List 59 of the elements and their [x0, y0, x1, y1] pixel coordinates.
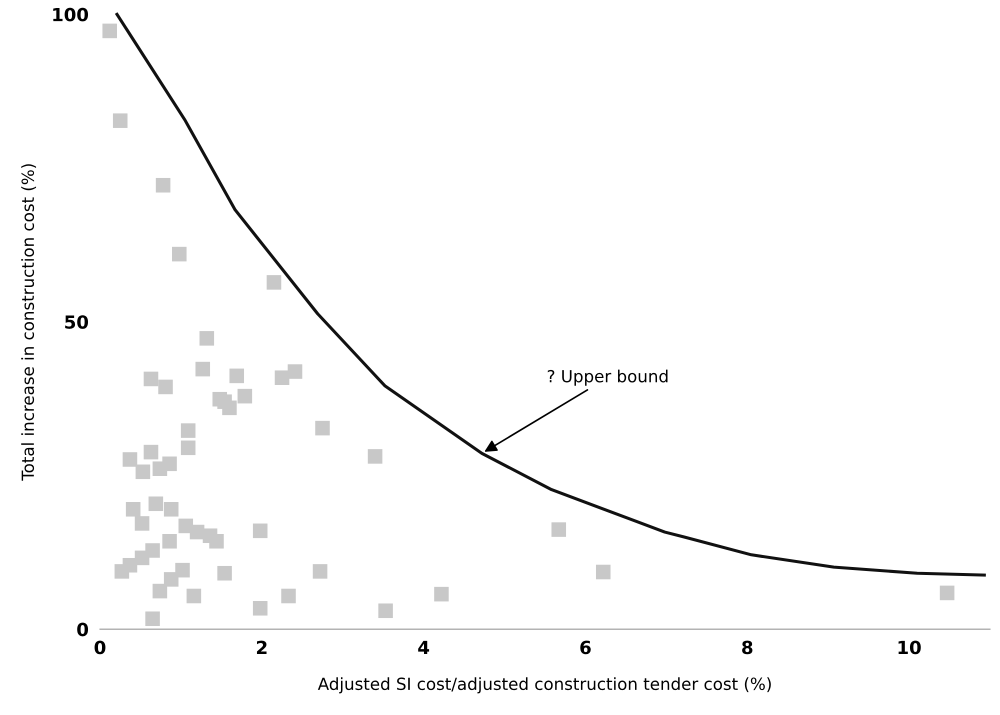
point: [134, 516, 150, 531]
point: [144, 372, 158, 386]
point: [266, 275, 282, 290]
x-tick-label: 10: [898, 640, 921, 654]
point: [434, 586, 449, 602]
point: [940, 586, 954, 600]
point: [288, 364, 302, 379]
point: [102, 24, 117, 38]
line-series: [115, 12, 986, 577]
point: [368, 449, 382, 464]
point: [252, 601, 268, 616]
y-tick-label: 100: [53, 8, 88, 22]
point: [134, 550, 150, 566]
x-tick-label: 0: [94, 640, 106, 654]
point: [145, 611, 160, 626]
point: [252, 524, 268, 538]
y-tick-label: 0: [77, 622, 88, 636]
point: [238, 388, 252, 404]
point: [195, 362, 210, 376]
point: [209, 534, 224, 549]
point: [281, 588, 296, 604]
x-tick-label: 4: [418, 640, 430, 654]
point: [596, 564, 611, 580]
point: [122, 452, 138, 467]
point: [164, 572, 178, 587]
point: [315, 420, 330, 436]
point: [172, 246, 187, 262]
x-tick-label: 2: [256, 640, 267, 654]
point: [229, 368, 244, 384]
point: [312, 564, 328, 579]
x-tick-label: 6: [580, 640, 591, 654]
point: [175, 562, 190, 578]
y-tick-label: 50: [65, 315, 88, 329]
y-axis-title: Total increase in construction cost (%): [21, 164, 36, 481]
point: [152, 584, 168, 598]
point: [180, 423, 196, 438]
point: [158, 380, 173, 394]
point: [164, 502, 178, 517]
point: [180, 440, 196, 456]
point: [274, 370, 290, 385]
point: [112, 113, 128, 128]
point: [152, 461, 168, 476]
point: [148, 496, 164, 512]
point: [217, 566, 232, 581]
point: [378, 603, 393, 618]
point: [200, 331, 214, 346]
x-axis-title: Adjusted SI cost/adjusted construction tender cost (%): [318, 677, 771, 694]
point: [156, 178, 170, 193]
annotation: ? Upper bound: [548, 370, 668, 386]
point: [162, 534, 177, 549]
point: [186, 588, 202, 604]
point: [126, 502, 140, 517]
point: [114, 564, 130, 579]
point: [551, 522, 566, 537]
point: [222, 400, 237, 416]
point: [144, 444, 158, 460]
x-tick-label: 8: [742, 640, 752, 654]
point: [190, 524, 204, 540]
point: [136, 464, 150, 480]
